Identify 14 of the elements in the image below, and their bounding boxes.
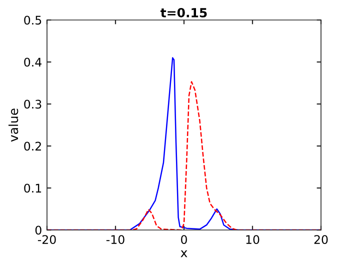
y-tick-label: 0.3 — [24, 100, 42, 109]
y-tick-label: 0.2 — [24, 142, 41, 151]
y-axis-title: value — [8, 108, 18, 142]
x-tick-label: 0 — [181, 235, 187, 244]
x-tick-label: 20 — [314, 235, 328, 244]
y-tick-label: 0 — [35, 226, 42, 235]
y-tick-label: 0.5 — [24, 16, 42, 25]
x-axis-title: x — [180, 250, 188, 258]
x-tick-label: -10 — [106, 235, 124, 244]
chart-title: t=0.15 — [160, 8, 207, 18]
y-tick-label: 0.4 — [24, 58, 42, 67]
y-tick-label: 0.1 — [24, 184, 42, 193]
x-tick-label: -20 — [38, 235, 56, 244]
x-tick-label: 10 — [246, 235, 260, 244]
